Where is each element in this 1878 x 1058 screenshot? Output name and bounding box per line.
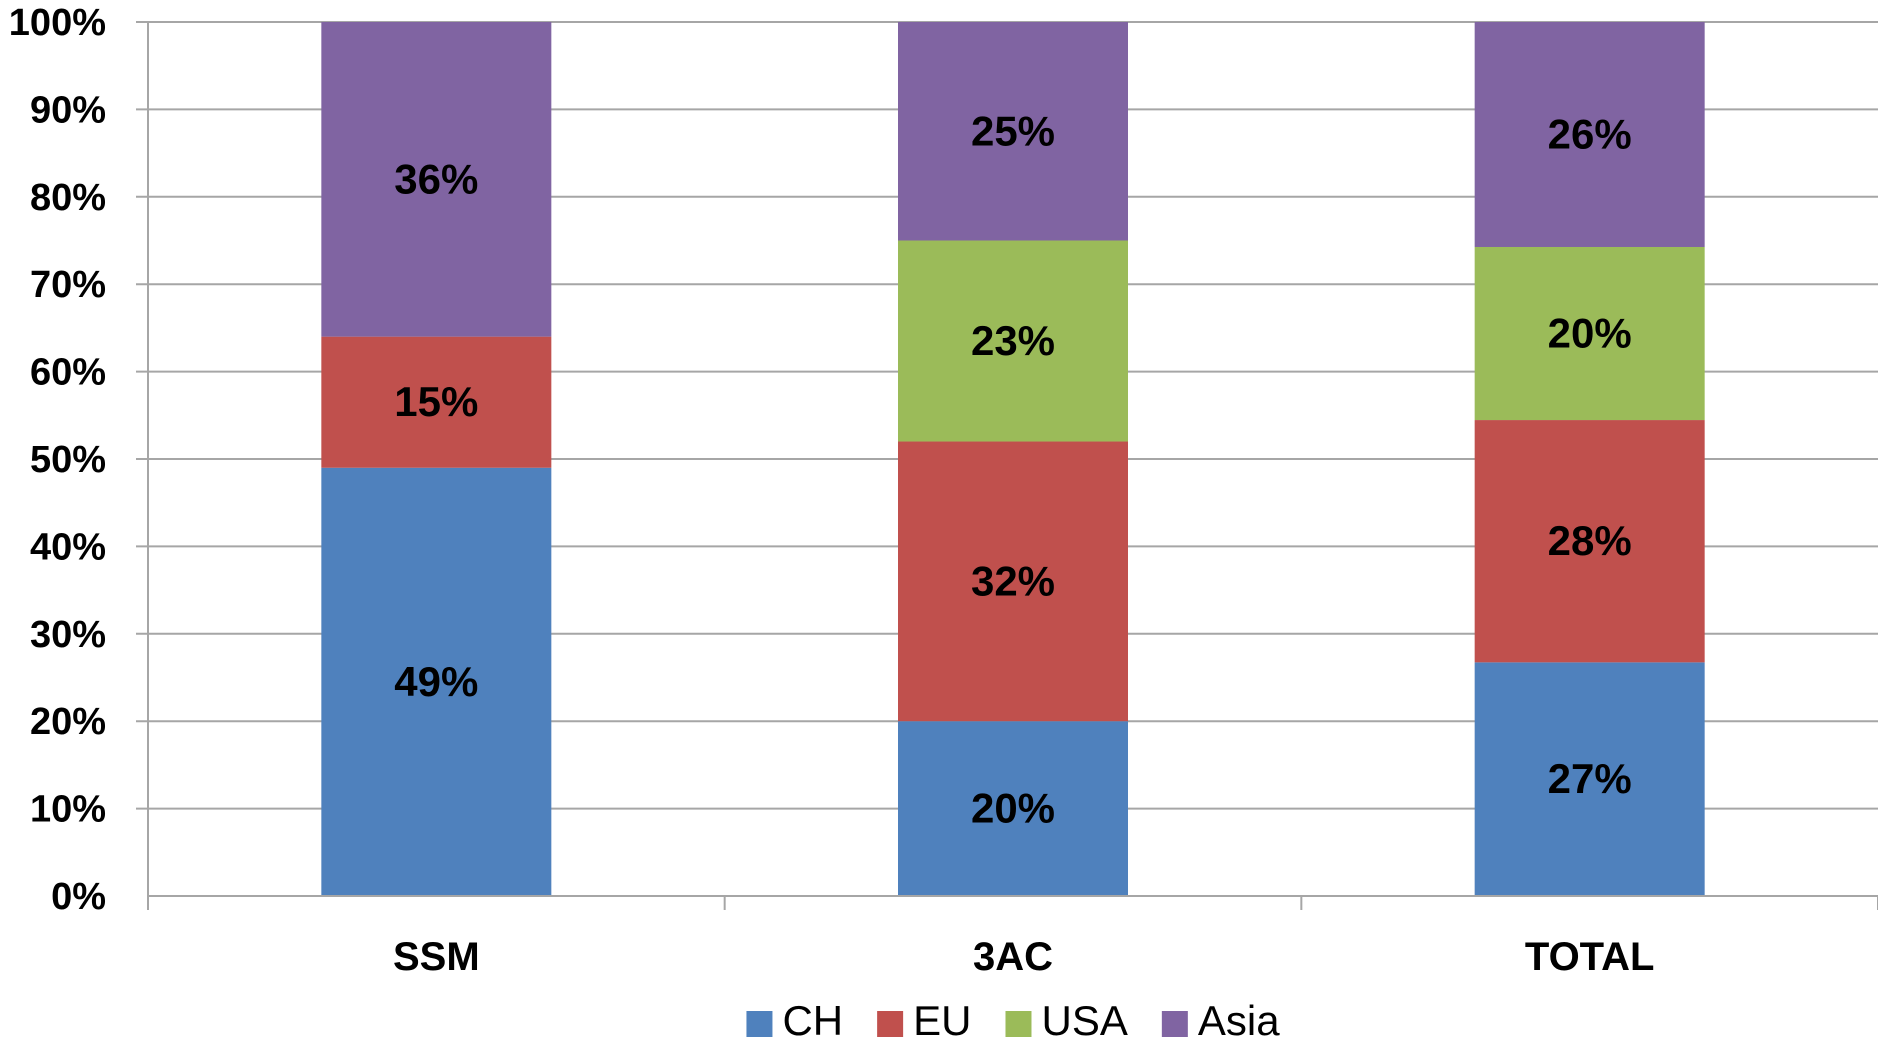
bar-segment-ch-ssm xyxy=(321,467,552,896)
legend-item-ch: CH xyxy=(746,997,843,1044)
legend-label: USA xyxy=(1041,997,1127,1044)
bar-segment-asia-3ac xyxy=(898,22,1128,241)
legend-label: CH xyxy=(782,997,843,1044)
bar-segment-usa-3ac xyxy=(898,240,1128,442)
y-tick-label: 50% xyxy=(30,439,106,481)
y-tick-label: 90% xyxy=(30,89,106,131)
data-label: 23% xyxy=(971,317,1055,364)
legend-label: Asia xyxy=(1198,997,1280,1044)
legend-swatch xyxy=(746,1011,773,1037)
data-label: 25% xyxy=(971,107,1055,154)
bars: 49% 15% 36% 20% 32% 23% 25% 27% 28% 20% 26% xyxy=(321,22,1705,896)
y-tick-label: 20% xyxy=(30,701,106,743)
x-category-label: SSM xyxy=(393,935,480,979)
data-label: 20% xyxy=(971,785,1055,832)
y-tick-label: 30% xyxy=(30,614,106,656)
bar-segment-asia-total xyxy=(1474,22,1705,247)
bar-segment-ch-3ac xyxy=(898,721,1128,896)
data-label: 20% xyxy=(1548,310,1632,357)
data-label: 36% xyxy=(394,155,478,202)
y-tick-label: 100% xyxy=(9,2,106,44)
legend-item-eu: EU xyxy=(877,997,971,1044)
data-label: 32% xyxy=(971,557,1055,604)
x-category-label: TOTAL xyxy=(1525,935,1655,979)
x-category-label: 3AC xyxy=(973,935,1053,979)
y-tick-label: 10% xyxy=(30,789,106,831)
bar-segment-usa-total xyxy=(1474,246,1705,421)
legend-label: EU xyxy=(913,997,971,1044)
legend-item-asia: Asia xyxy=(1161,997,1280,1044)
x-axis xyxy=(147,22,1878,910)
data-label: 28% xyxy=(1548,517,1632,564)
y-tick-label: 0% xyxy=(51,876,106,918)
legend-item-usa: USA xyxy=(1005,997,1128,1044)
x-axis-category-labels: SSM 3AC TOTAL xyxy=(393,935,1654,979)
y-tick-label: 40% xyxy=(30,526,106,568)
bar-segment-eu-total xyxy=(1474,420,1705,663)
y-axis-ticks: 0% 10% 20% 30% 40% 50% 60% 70% 80% 90% 100% xyxy=(9,2,106,918)
data-label: 49% xyxy=(394,658,478,705)
bar-segment-asia-ssm xyxy=(321,22,552,337)
y-tick-label: 70% xyxy=(30,264,106,306)
legend: CH EU USA Asia xyxy=(746,997,1280,1044)
data-label: 26% xyxy=(1548,110,1632,157)
legend-swatch xyxy=(1005,1011,1032,1037)
y-tick-label: 60% xyxy=(30,352,106,394)
legend-swatch xyxy=(1161,1011,1188,1037)
y-tick-label: 80% xyxy=(30,177,106,219)
data-label: 15% xyxy=(394,378,478,425)
data-label: 27% xyxy=(1548,755,1632,802)
bar-segment-ch-total xyxy=(1474,662,1705,896)
legend-swatch xyxy=(877,1011,904,1037)
bar-segment-eu-ssm xyxy=(321,336,552,468)
bar-segment-eu-3ac xyxy=(898,441,1128,722)
